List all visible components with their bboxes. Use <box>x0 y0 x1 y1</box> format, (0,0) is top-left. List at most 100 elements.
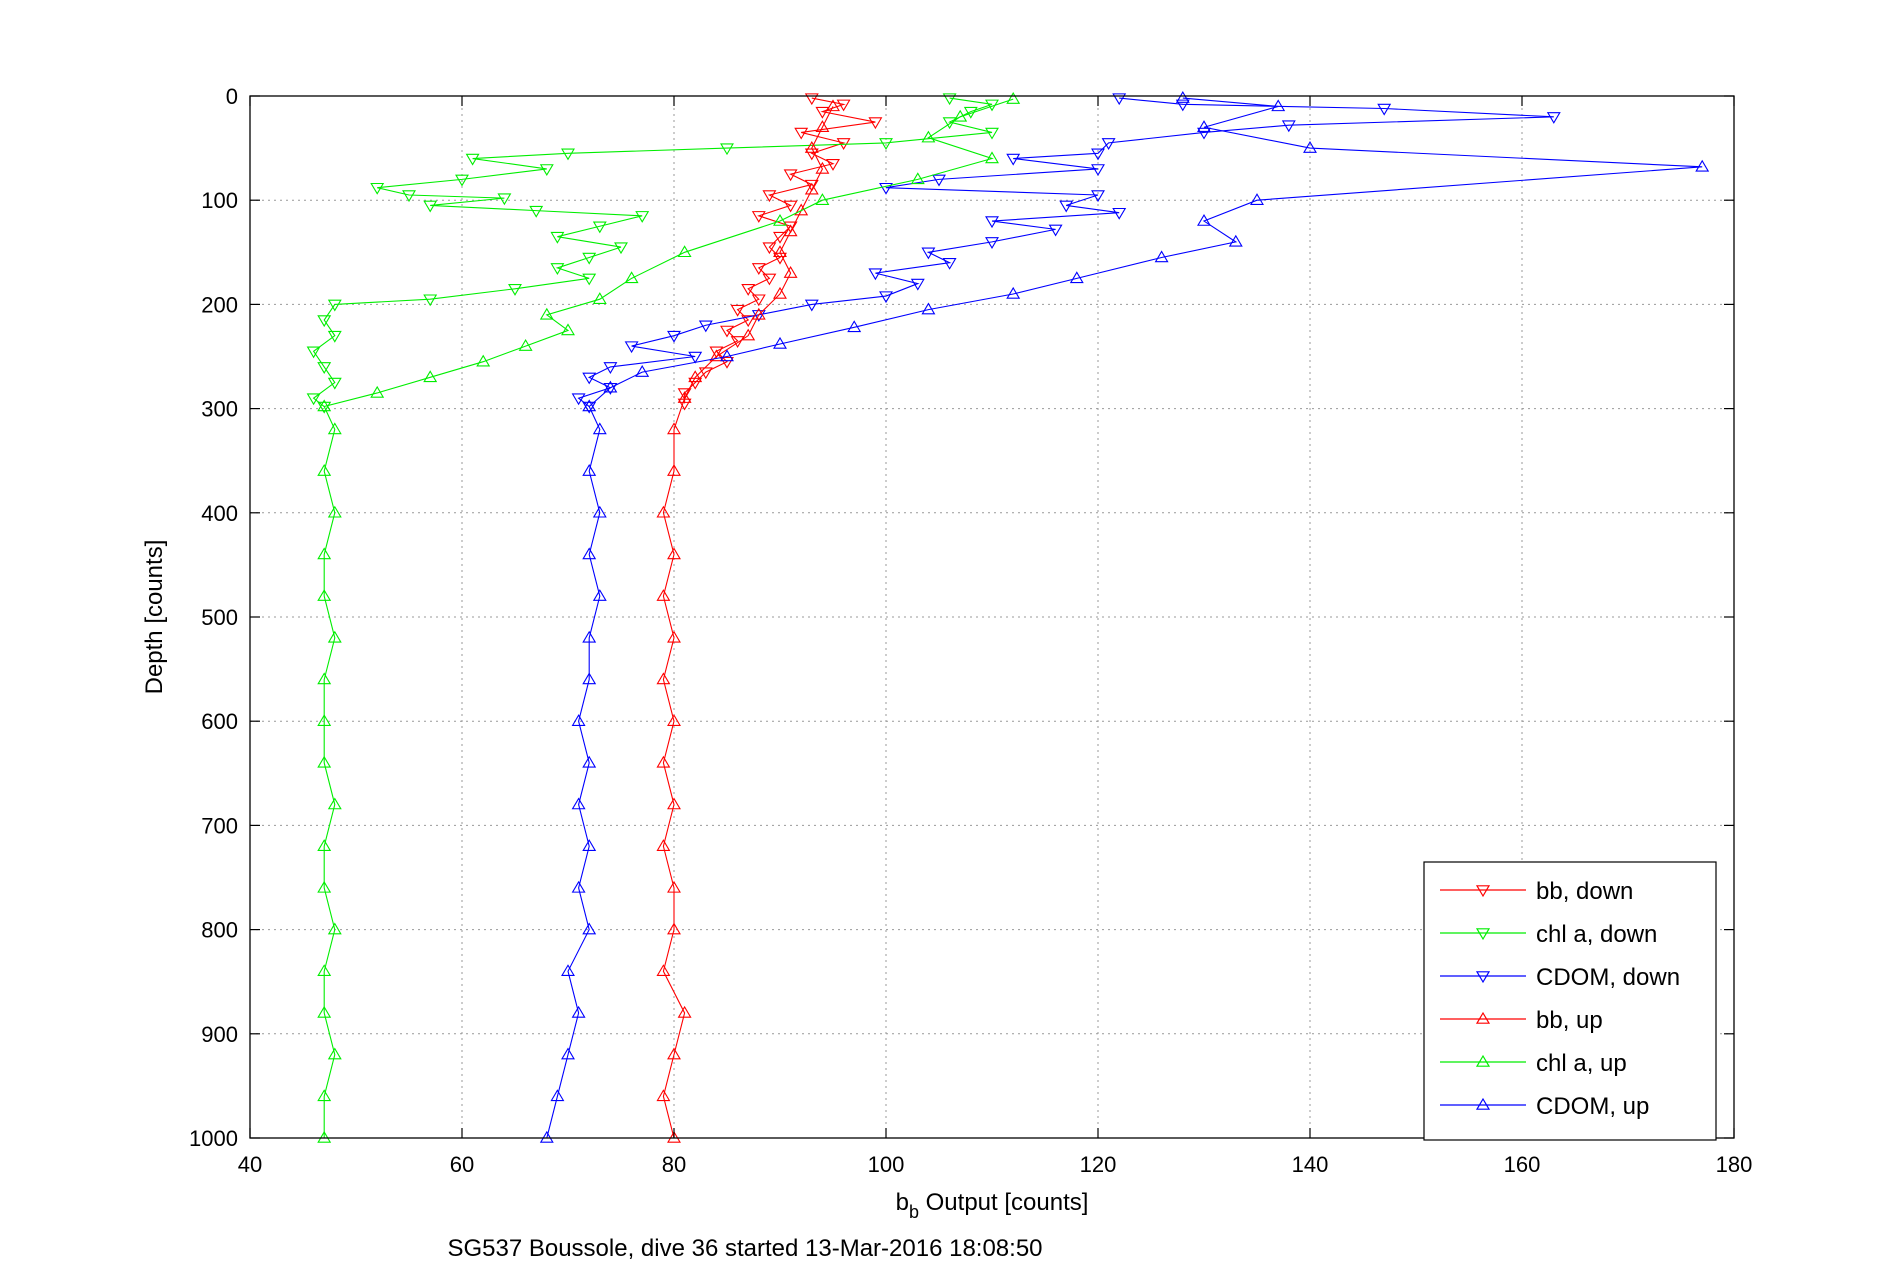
data-point <box>1250 193 1264 205</box>
legend-label: CDOM, up <box>1536 1093 1649 1120</box>
data-point <box>942 117 957 130</box>
data-point <box>561 148 575 161</box>
data-point <box>868 268 883 281</box>
data-point <box>656 589 671 601</box>
data-point <box>571 880 586 893</box>
y-tick-label: 100 <box>201 188 238 213</box>
data-point <box>423 370 438 383</box>
data-point <box>582 273 597 286</box>
data-point <box>550 231 565 244</box>
data-point <box>667 797 681 810</box>
data-point <box>317 464 332 476</box>
data-point <box>985 151 999 164</box>
series-4 <box>317 92 1021 1143</box>
data-point <box>1197 120 1211 133</box>
data-point <box>1006 92 1021 104</box>
legend-item: chl a, down <box>1440 921 1657 948</box>
x-tick-label: 100 <box>868 1152 905 1177</box>
data-point <box>635 365 650 377</box>
data-point <box>751 310 766 322</box>
data-point <box>688 370 703 383</box>
series-line <box>323 98 1014 1138</box>
data-point <box>762 190 777 203</box>
y-axis-label: Depth [counts] <box>141 540 168 695</box>
data-point <box>317 714 332 726</box>
data-point <box>720 356 734 369</box>
data-point <box>635 211 650 223</box>
legend-marker <box>1475 885 1491 898</box>
data-point <box>677 245 692 258</box>
legend-item: bb, up <box>1440 1007 1603 1034</box>
data-point <box>603 362 618 375</box>
data-point <box>773 231 787 244</box>
x-axis-label: bb Output [counts] <box>896 1189 1089 1222</box>
data-point <box>582 399 597 412</box>
data-point <box>539 1130 554 1143</box>
data-point <box>1197 127 1211 140</box>
data-point <box>317 589 332 601</box>
data-point <box>656 505 671 518</box>
data-point <box>1059 200 1074 213</box>
data-point <box>582 464 597 476</box>
legend-marker <box>1475 928 1491 941</box>
data-point <box>582 672 597 685</box>
data-point <box>677 388 692 401</box>
legend-item: chl a, up <box>1440 1050 1627 1077</box>
data-point <box>306 346 321 359</box>
data-point <box>932 174 946 187</box>
data-point <box>762 273 777 286</box>
data-point <box>317 362 332 375</box>
data-point <box>582 401 597 414</box>
data-point <box>698 320 713 333</box>
data-point <box>910 278 925 291</box>
x-tick-label: 60 <box>450 1152 474 1177</box>
data-point <box>455 174 469 187</box>
data-point <box>582 839 597 851</box>
data-point <box>1377 103 1392 116</box>
data-point <box>910 172 925 185</box>
data-point <box>582 252 597 265</box>
series-1 <box>306 93 999 414</box>
legend: bb, down chl a, down CDOM, down bb, up chl a… <box>1423 861 1717 1141</box>
data-point <box>592 292 607 304</box>
data-point <box>804 299 819 312</box>
y-tick-label: 500 <box>201 605 238 630</box>
data-point <box>815 106 830 119</box>
data-point <box>592 221 607 234</box>
data-point <box>539 307 554 320</box>
data-point <box>656 964 671 977</box>
data-point <box>762 242 777 255</box>
data-point <box>667 464 681 476</box>
data-point <box>423 294 438 307</box>
data-point <box>317 547 332 560</box>
data-point <box>773 245 787 258</box>
legend-marker <box>1475 1011 1491 1024</box>
data-point <box>730 336 745 348</box>
data-point <box>720 143 734 156</box>
y-tick-label: 400 <box>201 501 238 526</box>
legend-item: CDOM, down <box>1440 964 1680 991</box>
data-point <box>698 367 713 380</box>
data-point <box>677 1005 692 1018</box>
x-axis-label-rest: Output [counts] <box>919 1189 1088 1216</box>
data-point <box>317 880 332 893</box>
data-point <box>317 672 332 685</box>
legend-box <box>1423 861 1717 1141</box>
data-point <box>804 179 819 192</box>
data-point <box>1112 207 1127 220</box>
data-point <box>656 672 671 685</box>
legend-item: CDOM, up <box>1440 1093 1649 1120</box>
data-point <box>953 109 968 122</box>
data-point <box>1228 234 1243 247</box>
series-line <box>546 97 1703 1139</box>
data-point <box>751 263 766 276</box>
data-point <box>773 336 787 349</box>
series-line <box>577 97 1554 407</box>
data-point <box>773 213 787 226</box>
data-point <box>783 200 798 213</box>
data-point <box>561 1047 575 1060</box>
data-point <box>794 127 809 140</box>
data-point <box>815 161 830 174</box>
data-point <box>656 1089 671 1102</box>
